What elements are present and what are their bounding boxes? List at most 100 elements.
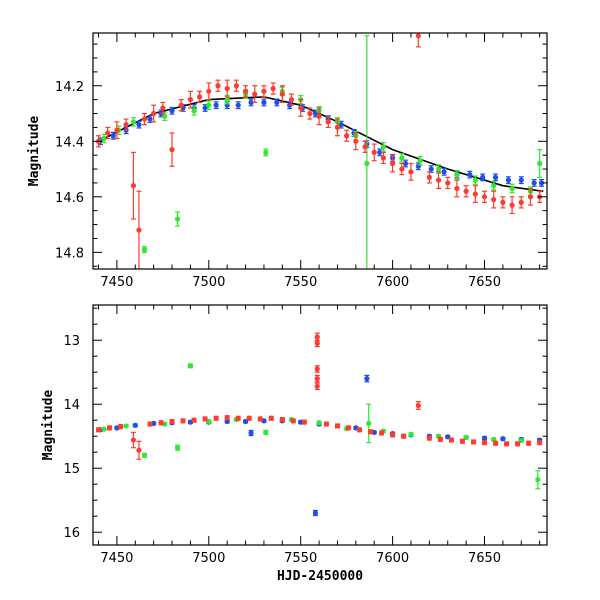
data-point <box>136 190 142 269</box>
series-2-points <box>95 332 543 460</box>
data-point <box>526 440 532 446</box>
data-point <box>314 374 320 383</box>
data-point <box>415 162 421 171</box>
data-point <box>417 155 423 166</box>
y-tick-label: 14.4 <box>55 135 84 150</box>
data-point <box>492 173 499 182</box>
x-tick-label: 7650 <box>468 275 501 290</box>
data-point <box>364 374 370 383</box>
top-y-axis-title: Magnitude <box>27 116 42 187</box>
y-tick-label: 14.6 <box>55 191 84 206</box>
data-point <box>180 418 186 424</box>
data-point <box>290 418 296 424</box>
data-point <box>481 190 488 203</box>
data-point <box>448 437 455 443</box>
data-point <box>481 440 488 446</box>
y-tick-label: 14 <box>63 398 80 413</box>
data-point <box>380 151 387 165</box>
y-tick-label: 15 <box>63 462 80 477</box>
data-point <box>334 423 341 429</box>
data-point <box>454 169 460 180</box>
data-point <box>380 142 387 152</box>
data-point <box>454 179 460 198</box>
top-plot-area <box>95 33 545 269</box>
series-1-points <box>101 35 543 269</box>
data-point <box>505 176 512 185</box>
data-point <box>117 424 124 430</box>
data-point <box>314 382 320 391</box>
data-point <box>503 441 510 447</box>
x-tick-label: 7600 <box>376 275 409 290</box>
data-point <box>364 35 370 269</box>
x-tick-label: 7650 <box>468 551 501 566</box>
data-point <box>191 417 197 423</box>
bottom-panel: 7450 7500 7550 7600 7650 13 14 15 16 Magnitude H… <box>41 304 548 584</box>
x-tick-label: 7550 <box>284 551 317 566</box>
top-panel-frame <box>92 32 548 270</box>
data-point <box>130 151 137 220</box>
data-point <box>312 509 319 517</box>
x-tick-label: 7500 <box>192 551 225 566</box>
data-point <box>224 415 230 421</box>
data-point <box>174 444 181 451</box>
data-point <box>274 98 280 107</box>
data-point <box>106 425 113 431</box>
data-point <box>518 176 524 185</box>
series-0-points <box>97 374 543 517</box>
top-panel-axes: 7450 7500 7550 7600 7650 14.2 14.4 14.6 14.8 <box>55 33 547 290</box>
data-point <box>537 190 543 203</box>
x-tick-label: 7450 <box>100 551 133 566</box>
data-point <box>141 452 148 458</box>
data-point <box>268 415 274 421</box>
data-point <box>491 190 497 209</box>
data-point <box>206 100 212 110</box>
data-point <box>459 438 466 444</box>
y-tick-label: 13 <box>63 334 80 349</box>
data-point <box>415 401 421 410</box>
data-point <box>492 440 499 446</box>
data-point <box>263 148 269 157</box>
data-point <box>178 99 184 112</box>
data-point <box>248 98 254 107</box>
series-2-points <box>95 33 543 269</box>
x-tick-label: 7600 <box>376 551 409 566</box>
data-point <box>261 85 267 98</box>
bottom-y-axis-title: Magnitude <box>41 390 56 461</box>
data-point <box>130 431 137 449</box>
bottom-panel-frame <box>92 304 548 546</box>
data-point <box>408 431 414 437</box>
data-point <box>437 436 443 442</box>
data-point <box>257 416 263 422</box>
data-point <box>463 434 469 441</box>
data-point <box>408 162 414 181</box>
data-point <box>362 140 368 153</box>
data-point <box>301 419 307 425</box>
data-point <box>366 403 372 444</box>
data-point <box>141 246 148 253</box>
data-point <box>197 90 203 104</box>
data-point <box>248 429 254 437</box>
data-point <box>463 185 469 198</box>
data-point <box>123 118 129 131</box>
data-point <box>235 101 241 110</box>
data-point <box>481 435 488 441</box>
data-point <box>252 85 258 104</box>
data-point <box>105 126 111 140</box>
data-point <box>307 107 313 120</box>
data-point <box>147 421 153 427</box>
data-point <box>169 106 175 115</box>
top-panel: 7450 7500 7550 7600 7650 14.2 14.4 14.6 14.8 Mag… <box>27 32 548 290</box>
bottom-plot-area <box>95 332 543 517</box>
data-point <box>136 120 142 129</box>
data-point <box>491 180 497 191</box>
data-point <box>263 429 269 435</box>
data-point <box>261 98 267 107</box>
data-point <box>316 107 322 126</box>
data-point <box>445 176 451 190</box>
bottom-panel-axes: 7450 7500 7550 7600 7650 13 14 15 16 <box>63 305 547 566</box>
data-point <box>298 99 304 117</box>
data-point <box>470 439 477 445</box>
data-point <box>518 196 524 209</box>
data-point <box>279 85 285 104</box>
data-point <box>316 420 322 426</box>
